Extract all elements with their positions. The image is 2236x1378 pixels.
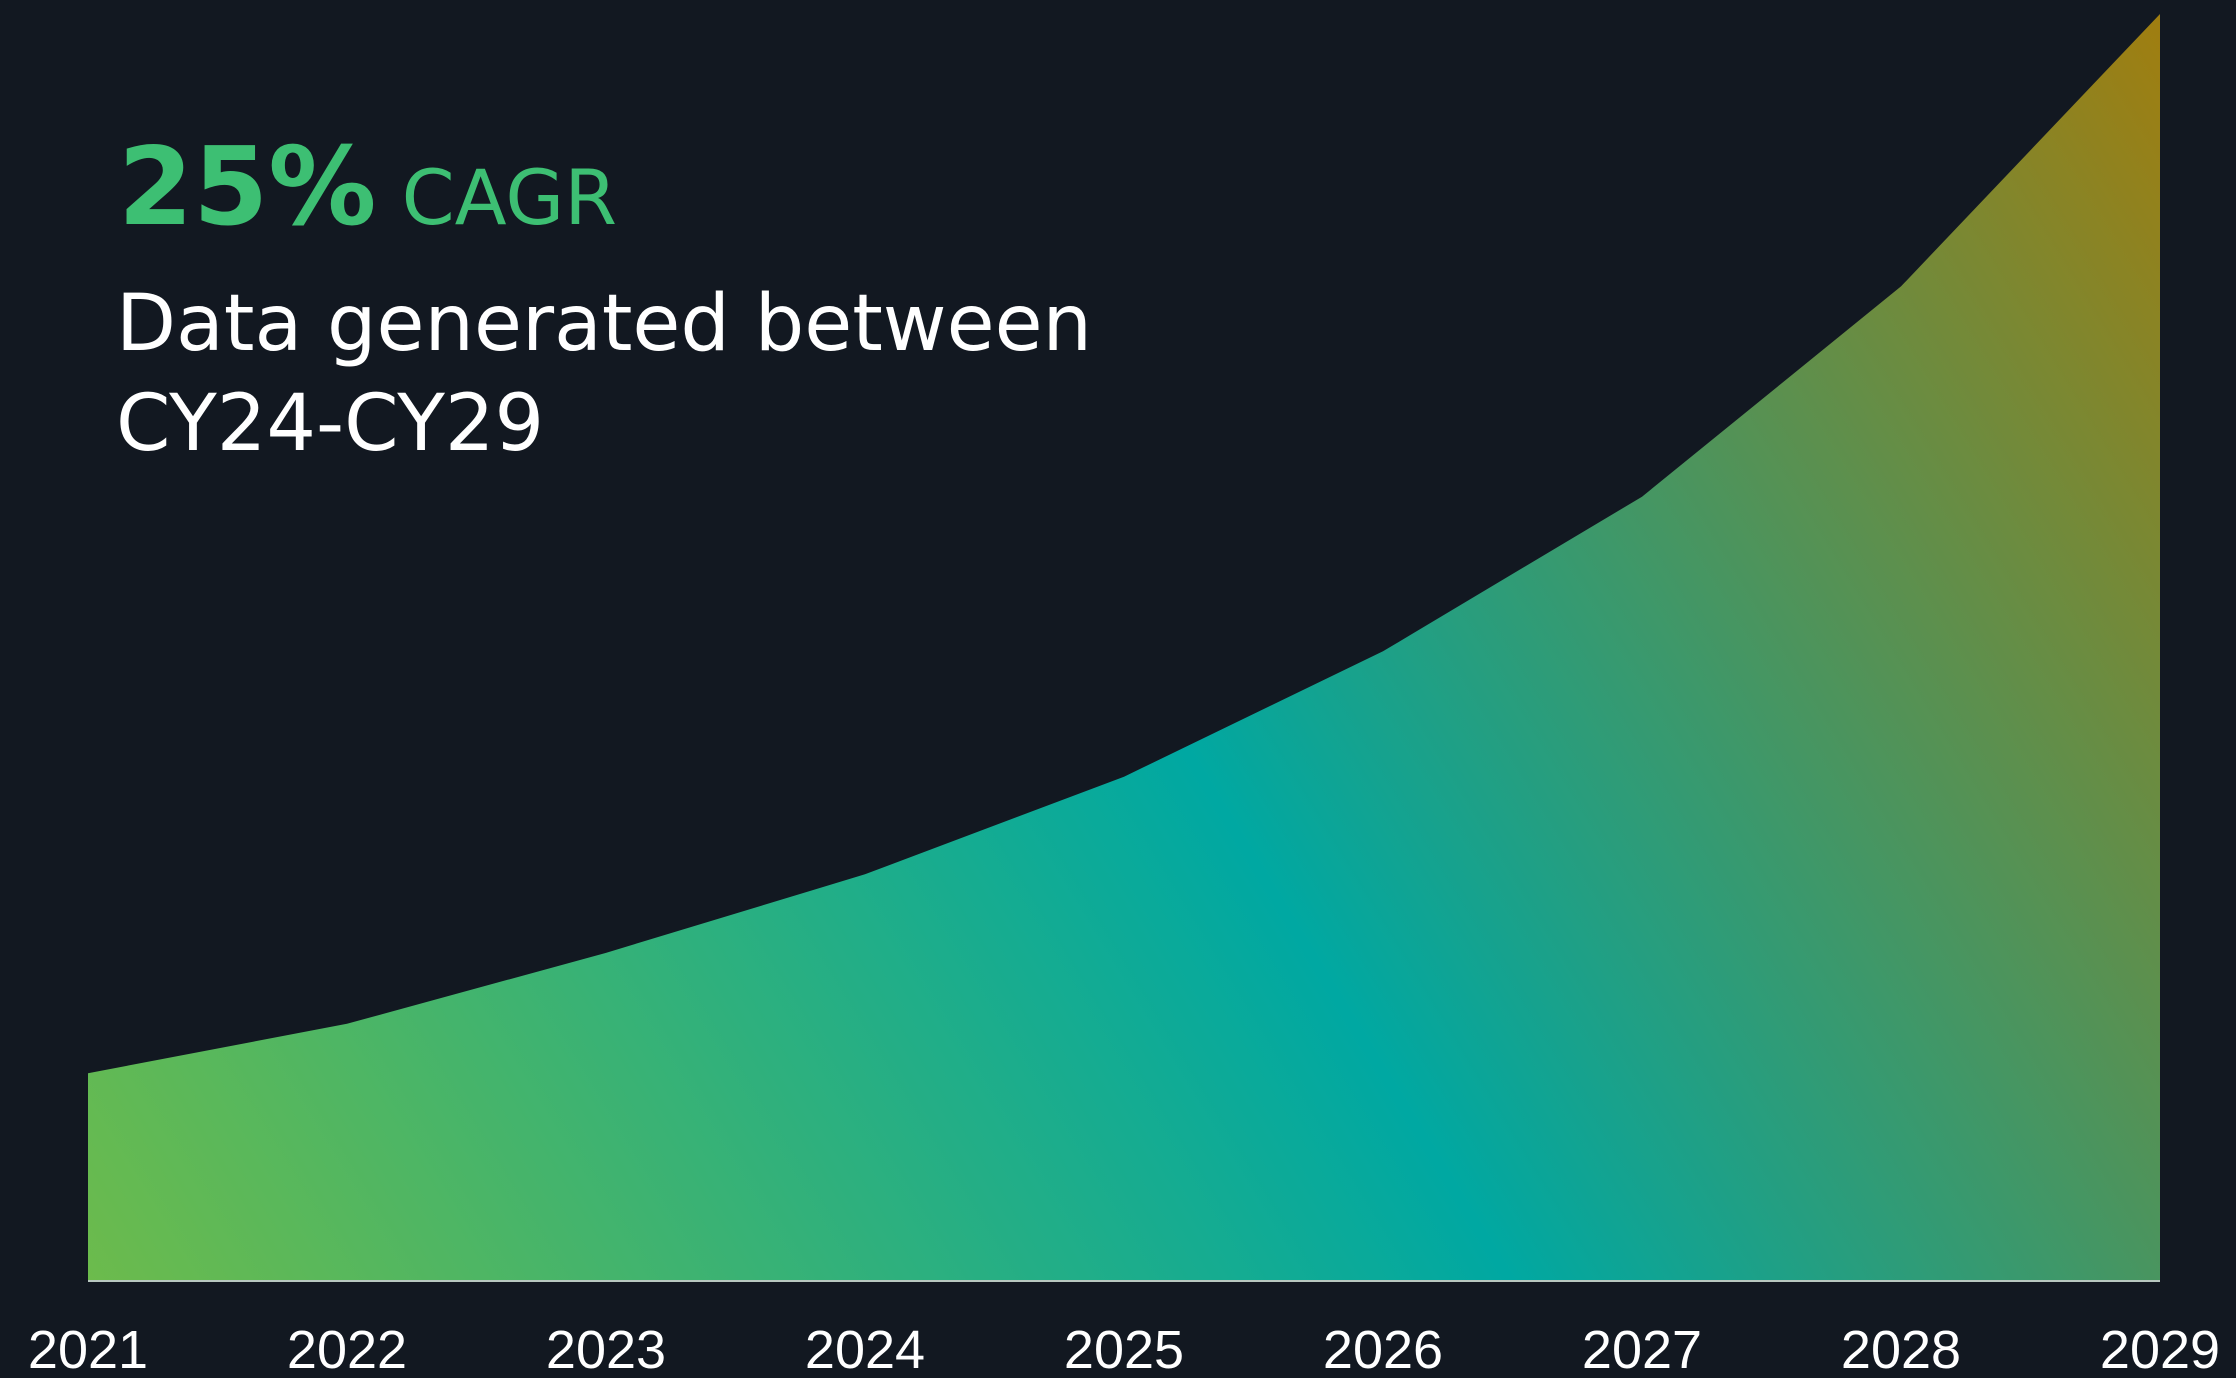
- subtitle-line: Data generated between: [116, 279, 1092, 369]
- x-tick-label: 2029: [2100, 1320, 2220, 1378]
- headline-label: CAGR: [402, 153, 617, 242]
- x-tick-label: 2027: [1582, 1320, 1702, 1378]
- x-tick-label: 2025: [1064, 1320, 1184, 1378]
- subtitle-line: CY24-CY29: [116, 379, 544, 469]
- plot: [88, 14, 2160, 1282]
- x-tick-label: 2028: [1841, 1320, 1961, 1378]
- area: [88, 14, 2160, 1281]
- x-tick-label: 2023: [546, 1320, 666, 1378]
- headline: 25% CAGR: [118, 125, 617, 250]
- x-tick-label: 2026: [1323, 1320, 1443, 1378]
- headline-value: 25%: [118, 125, 377, 250]
- x-tick-label: 2022: [287, 1320, 407, 1378]
- x-tick-label: 2024: [805, 1320, 925, 1378]
- x-tick-label: 2021: [28, 1320, 148, 1378]
